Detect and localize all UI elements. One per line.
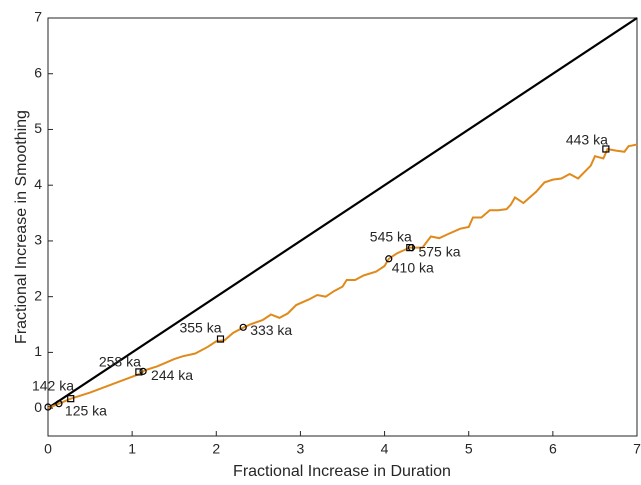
x-axis-title: Fractional Increase in Duration (233, 463, 451, 480)
y-tick-label: 2 (34, 287, 42, 303)
y-tick-label: 4 (34, 176, 42, 192)
x-tick-label: 2 (212, 441, 220, 457)
series-line (47, 17, 638, 410)
marker-square (602, 145, 610, 153)
y-axis-title: Fractional Increase in Smoothing (13, 110, 30, 344)
series-line (47, 143, 638, 410)
marker-label: 258 ka (99, 354, 141, 370)
marker-label: 125 ka (65, 402, 107, 418)
marker-circle (407, 244, 416, 252)
marker-square (216, 335, 225, 343)
x-tick-label: 6 (549, 441, 557, 457)
y-tick-label: 6 (34, 64, 42, 80)
marker-square (135, 368, 143, 376)
x-tick-label: 3 (297, 441, 305, 457)
marker-circle (44, 403, 52, 411)
marker-square (67, 395, 75, 403)
y-tick-label: 3 (34, 232, 42, 248)
marker-circle (139, 367, 147, 375)
marker-circle (385, 255, 393, 263)
marker-label: 355 ka (179, 320, 221, 336)
plot-frame (47, 17, 638, 437)
marker-label: 333 ka (250, 322, 292, 338)
marker-circle (239, 323, 247, 331)
x-tick-label: 5 (465, 441, 473, 457)
y-tick-label: 0 (34, 399, 42, 415)
y-tick-label: 7 (34, 9, 42, 25)
y-tick-label: 5 (34, 120, 42, 136)
x-tick-label: 7 (633, 441, 641, 457)
marker-label: 575 ka (418, 243, 460, 259)
marker-label: 443 ka (566, 132, 608, 148)
marker-label: 142 ka (32, 378, 74, 394)
marker-label: 545 ka (370, 228, 412, 244)
marker-circle (55, 400, 63, 408)
x-tick-label: 0 (44, 441, 52, 457)
y-tick-label: 1 (34, 343, 42, 359)
marker-label: 410 ka (392, 259, 434, 275)
x-tick-label: 4 (381, 441, 389, 457)
x-tick-label: 1 (128, 441, 136, 457)
marker-label: 244 ka (151, 367, 193, 383)
